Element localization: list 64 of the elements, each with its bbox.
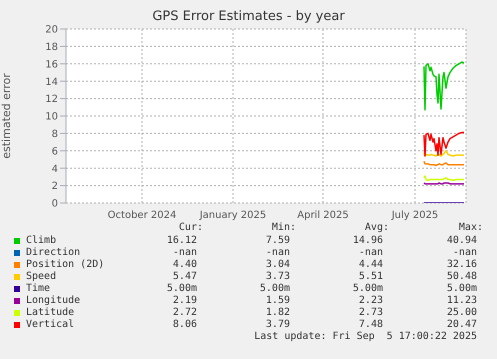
text: 11.23	[446, 295, 477, 306]
y-tick-label: 2	[52, 181, 58, 192]
line-series	[423, 132, 465, 157]
chart-title: GPS Error Estimates - by year	[151, 9, 346, 24]
x-tick-label: October 2024	[108, 210, 176, 222]
text: 4.44	[358, 259, 383, 270]
x-tick-label: April 2025	[297, 210, 349, 222]
text: 5.00m	[352, 283, 383, 294]
text: 20.47	[446, 319, 477, 330]
text: 2.72	[172, 307, 197, 318]
x-tick-label: January 2025	[198, 210, 266, 222]
text: 14.96	[352, 235, 383, 246]
text: 5.47	[172, 271, 197, 282]
text: 5.51	[358, 271, 383, 282]
y-axis-title: estimated error	[0, 72, 13, 159]
legend-label: Speed	[26, 271, 56, 282]
text: 2.19	[172, 295, 197, 306]
text: 3.79	[266, 319, 290, 330]
y-tick-label: 8	[52, 128, 58, 140]
x-tick-label: July 2025	[390, 210, 438, 222]
text: 50.48	[446, 271, 477, 282]
y-tick-label: 0	[52, 198, 58, 210]
text: 4.40	[172, 259, 197, 270]
y-tick-label: 14	[45, 76, 58, 88]
text: Cur:	[178, 222, 203, 233]
y-tick-label: 18	[45, 42, 58, 53]
text: 5.00m	[166, 283, 197, 294]
legend-label: Vertical	[26, 319, 74, 330]
text: -nan	[266, 247, 290, 258]
y-tick-label: 6	[52, 146, 58, 158]
text: 25.00	[446, 307, 477, 318]
text: 3.73	[266, 271, 290, 282]
text: 16.12	[166, 235, 197, 246]
text: 3.04	[266, 259, 290, 270]
text: Last update: Fri Sep 5 17:00:22 2025	[254, 331, 477, 342]
y-tick-label: 4	[52, 164, 58, 175]
text: -nan	[172, 247, 197, 258]
y-tick-label: 10	[45, 112, 58, 123]
text: 7.59	[266, 235, 290, 246]
text: 2.73	[358, 307, 383, 318]
text: 1.59	[266, 295, 290, 306]
y-tick-label: 12	[45, 94, 58, 106]
legend-label: Longitude	[26, 295, 80, 306]
text: 1.82	[266, 307, 290, 318]
y-tick-label: 20	[45, 24, 58, 36]
text: 40.94	[446, 235, 477, 246]
legend-label: Position (2D)	[26, 259, 104, 270]
text: 8.06	[172, 319, 197, 330]
legend-label: Direction	[26, 247, 80, 258]
legend-label: Time	[26, 283, 50, 294]
text: 5.00m	[446, 283, 477, 294]
text: Max:	[458, 222, 483, 233]
text: -nan	[358, 247, 383, 258]
text: 5.00m	[260, 283, 290, 294]
text: Min:	[272, 222, 296, 233]
legend-label: Climb	[26, 235, 56, 246]
y-tick-label: 16	[45, 59, 58, 70]
line-series	[423, 61, 465, 111]
text: 32.16	[446, 259, 477, 270]
text: 7.48	[358, 319, 383, 330]
text: -nan	[452, 247, 477, 258]
text: 2.23	[358, 295, 383, 306]
text: Avg:	[364, 222, 389, 233]
legend-label: Latitude	[26, 307, 74, 318]
